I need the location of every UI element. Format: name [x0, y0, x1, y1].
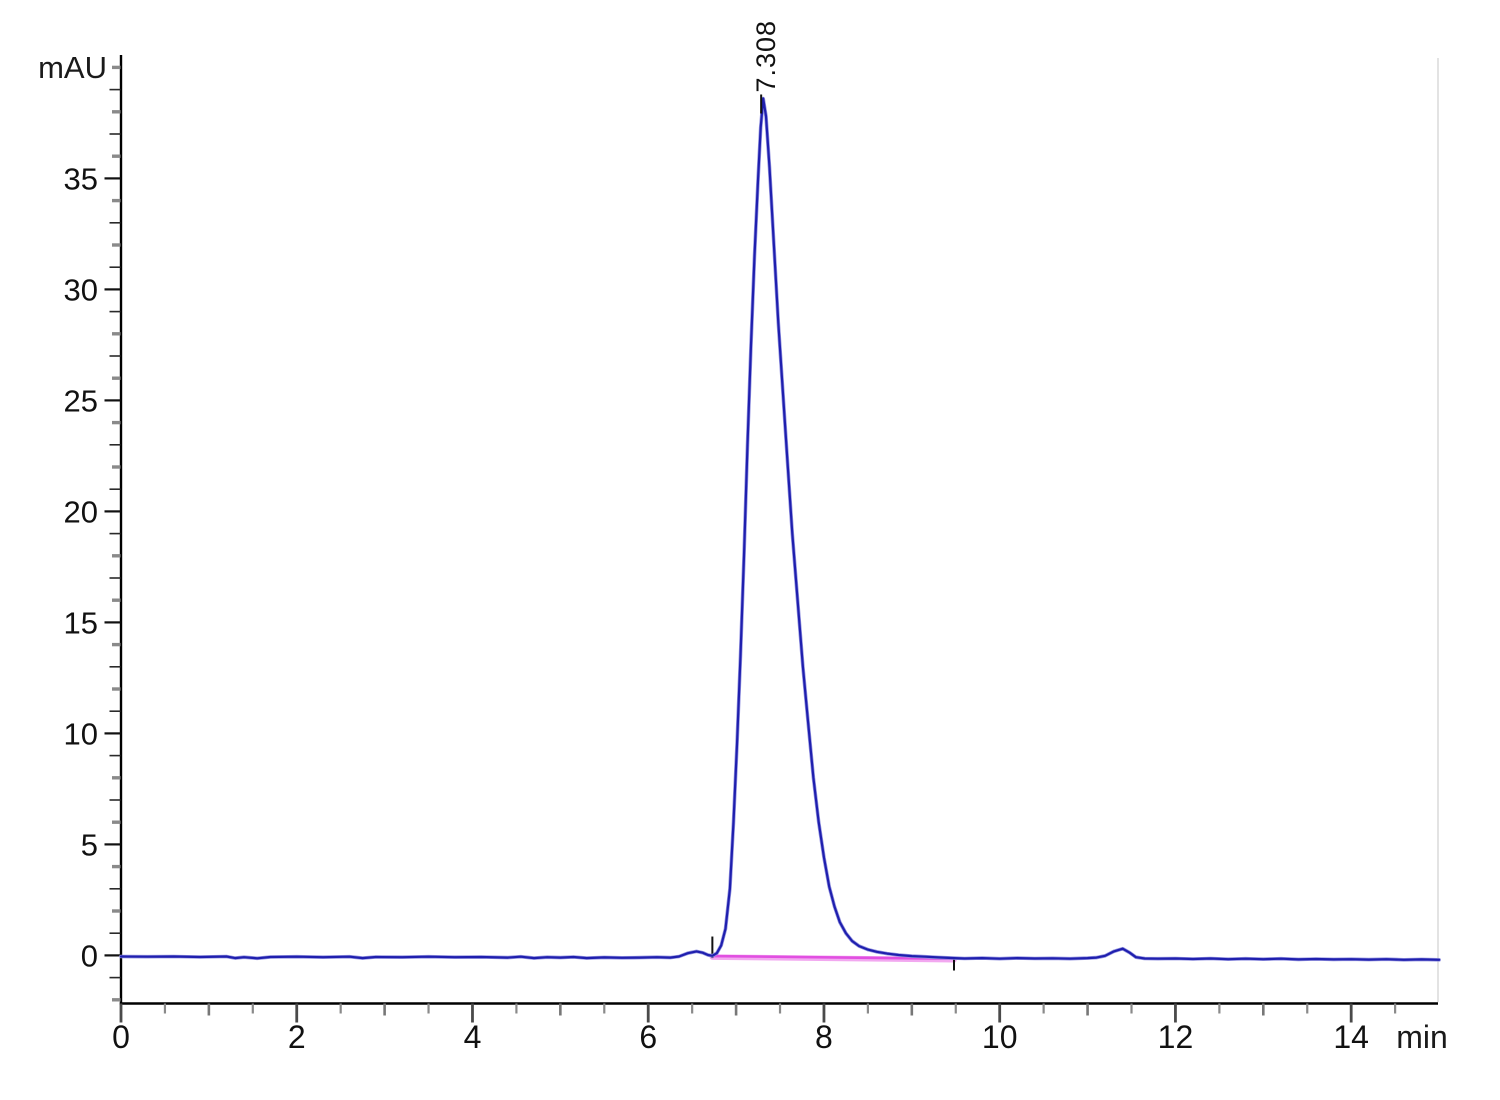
y-tick-label: 0 — [81, 938, 98, 973]
y-tick-label: 5 — [81, 827, 98, 862]
x-tick-label: 8 — [815, 1019, 833, 1055]
y-axis-ticks — [104, 65, 121, 1002]
x-axis-tick-labels: 0 2 4 6 8 10 12 14 — [112, 1019, 1369, 1055]
x-axis-unit-label: min — [1396, 1019, 1448, 1055]
y-tick-label: 25 — [64, 383, 98, 418]
x-tick-label: 4 — [464, 1019, 482, 1055]
trace-line — [119, 97, 1441, 961]
x-axis-ticks — [119, 1003, 1397, 1023]
y-tick-label: 20 — [64, 494, 98, 529]
x-tick-label: 10 — [982, 1019, 1018, 1055]
peak-retention-time-label: 7.308 — [751, 20, 781, 93]
x-tick-label: 2 — [288, 1019, 306, 1055]
y-tick-label: 10 — [64, 716, 98, 751]
y-tick-label: 15 — [64, 605, 98, 640]
y-tick-label: 35 — [64, 161, 98, 196]
integration-baseline-line — [711, 954, 956, 961]
chromatogram-trace — [119, 94, 1441, 962]
x-tick-label: 14 — [1333, 1019, 1369, 1055]
y-tick-label: 30 — [64, 272, 98, 307]
y-axis-unit-label: mAU — [38, 50, 107, 85]
trace-halo — [119, 96, 1441, 962]
integration-baseline-group — [709, 936, 957, 971]
x-tick-label: 6 — [639, 1019, 657, 1055]
x-tick-label: 0 — [112, 1019, 130, 1055]
x-tick-label: 12 — [1158, 1019, 1194, 1055]
y-axis-tick-labels: 0 5 10 15 20 25 30 35 — [64, 161, 98, 973]
